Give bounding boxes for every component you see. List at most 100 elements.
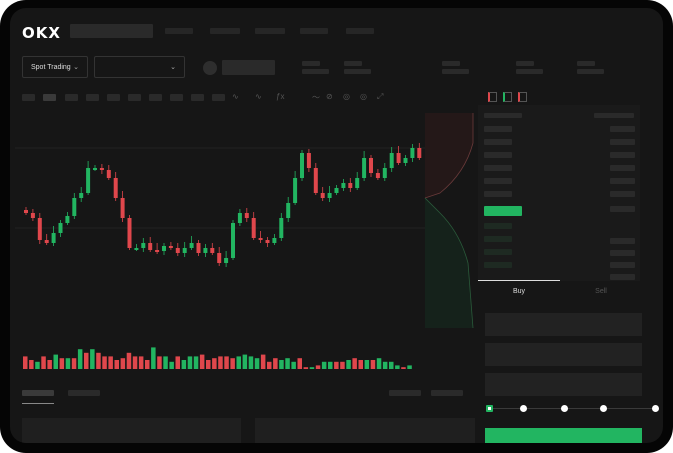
- market-type-select[interactable]: Spot Trading ⌄: [22, 56, 88, 78]
- search-bar[interactable]: [70, 24, 153, 38]
- tab-buy[interactable]: Buy: [512, 288, 526, 295]
- candle-body: [403, 158, 408, 163]
- settings-icon[interactable]: ◎: [360, 92, 367, 101]
- candle: [203, 244, 208, 257]
- timeframe-tool[interactable]: [43, 94, 56, 101]
- nav-item[interactable]: [300, 28, 328, 34]
- volume-bar: [23, 356, 28, 369]
- timeframe-tool[interactable]: [128, 94, 141, 101]
- timeframe-tool[interactable]: [22, 94, 35, 101]
- stat-value: [302, 69, 329, 74]
- filter-button[interactable]: [431, 390, 463, 396]
- timeframe-tool[interactable]: [149, 94, 162, 101]
- pair-select[interactable]: ⌄: [94, 56, 185, 78]
- slider-track[interactable]: [490, 408, 655, 409]
- nav-item[interactable]: [255, 28, 285, 34]
- volume-bar: [187, 356, 193, 369]
- tab-sell[interactable]: Sell: [595, 288, 607, 295]
- candle: [196, 240, 201, 256]
- candle-body: [24, 210, 28, 213]
- ask-size: [610, 152, 635, 158]
- volume-bar: [77, 349, 83, 369]
- candle: [362, 151, 367, 181]
- pencil-icon[interactable]: ⊘: [326, 92, 333, 101]
- indicator-icon[interactable]: ∿: [232, 92, 239, 101]
- candle: [320, 187, 325, 201]
- candle: [244, 208, 249, 222]
- bid-price: [484, 236, 512, 242]
- bid-price: [484, 249, 512, 255]
- volume-bar: [157, 356, 162, 369]
- candle: [44, 234, 49, 245]
- volume-bar: [230, 358, 235, 369]
- candle-body: [231, 223, 235, 258]
- fx-icon[interactable]: ƒx: [276, 92, 285, 101]
- tab-order-history[interactable]: [68, 390, 100, 396]
- ask-size: [610, 126, 635, 132]
- volume-bar: [181, 360, 187, 369]
- slider-handle[interactable]: [486, 405, 493, 412]
- volume-bar: [120, 358, 126, 369]
- candle-body: [37, 218, 42, 240]
- slider-stop[interactable]: [600, 405, 607, 412]
- total-input[interactable]: [485, 373, 642, 396]
- timeframe-tool[interactable]: [170, 94, 183, 101]
- volume-bar: [199, 354, 205, 369]
- candle: [72, 193, 77, 219]
- amount-input[interactable]: [485, 343, 642, 366]
- filter-button[interactable]: [389, 390, 421, 396]
- candle: [175, 243, 180, 256]
- volume-bar: [114, 360, 119, 369]
- timeframe-tool[interactable]: [65, 94, 78, 101]
- orderbook-both-icon[interactable]: [488, 92, 497, 102]
- candle: [65, 212, 70, 225]
- okx-logo[interactable]: OKX: [22, 24, 61, 42]
- candle-body: [348, 183, 353, 188]
- nav-item[interactable]: [165, 28, 193, 34]
- stat-value: [577, 69, 604, 74]
- slider-stop[interactable]: [520, 405, 527, 412]
- fullscreen-icon[interactable]: ⤢: [377, 92, 384, 101]
- volume-bar: [291, 361, 296, 369]
- volume-bar: [138, 356, 144, 369]
- volume-bar: [59, 358, 65, 369]
- slider-stop[interactable]: [561, 405, 568, 412]
- candlestick-chart[interactable]: [10, 103, 480, 373]
- active-tab-indicator: [478, 280, 560, 281]
- volume-bar: [358, 360, 363, 369]
- timeframe-tool[interactable]: [107, 94, 120, 101]
- buy-button[interactable]: [485, 428, 642, 443]
- timeframe-tool[interactable]: [86, 94, 99, 101]
- orders-card: [255, 418, 475, 443]
- line-icon[interactable]: 〜: [312, 93, 320, 102]
- nav-item[interactable]: [346, 28, 374, 34]
- candle: [155, 243, 160, 254]
- last-price: [484, 206, 522, 216]
- candle: [106, 165, 111, 180]
- stat-value: [442, 69, 469, 74]
- tab-open-orders[interactable]: [22, 390, 54, 396]
- volume-bar: [352, 358, 357, 369]
- bid-size: [610, 274, 635, 280]
- candle: [37, 213, 42, 244]
- slider-stop[interactable]: [652, 405, 659, 412]
- orderbook-sell-icon[interactable]: [518, 92, 527, 102]
- price-input[interactable]: [485, 313, 642, 336]
- trade-tabs: Buy Sell: [478, 280, 642, 306]
- screen: OKX Spot Trading ⌄ ⌄ ∿ ∿ ƒx 〜 ⊘ ◎ ◎ ⤢ Buy…: [10, 8, 663, 443]
- indicator-icon[interactable]: ∿: [255, 92, 262, 101]
- camera-icon[interactable]: ◎: [343, 92, 350, 101]
- volume-bar: [41, 356, 46, 369]
- orders-card: [22, 418, 241, 443]
- nav-item[interactable]: [210, 28, 240, 34]
- candle: [58, 220, 63, 237]
- orderbook-buy-icon[interactable]: [503, 92, 512, 102]
- candle: [348, 178, 353, 192]
- timeframe-tool[interactable]: [212, 94, 225, 101]
- candle-body: [327, 193, 332, 198]
- candle: [341, 179, 346, 191]
- timeframe-tool[interactable]: [191, 94, 204, 101]
- candle-body: [396, 153, 401, 163]
- volume-bar: [236, 356, 241, 369]
- volume-bar: [206, 360, 211, 369]
